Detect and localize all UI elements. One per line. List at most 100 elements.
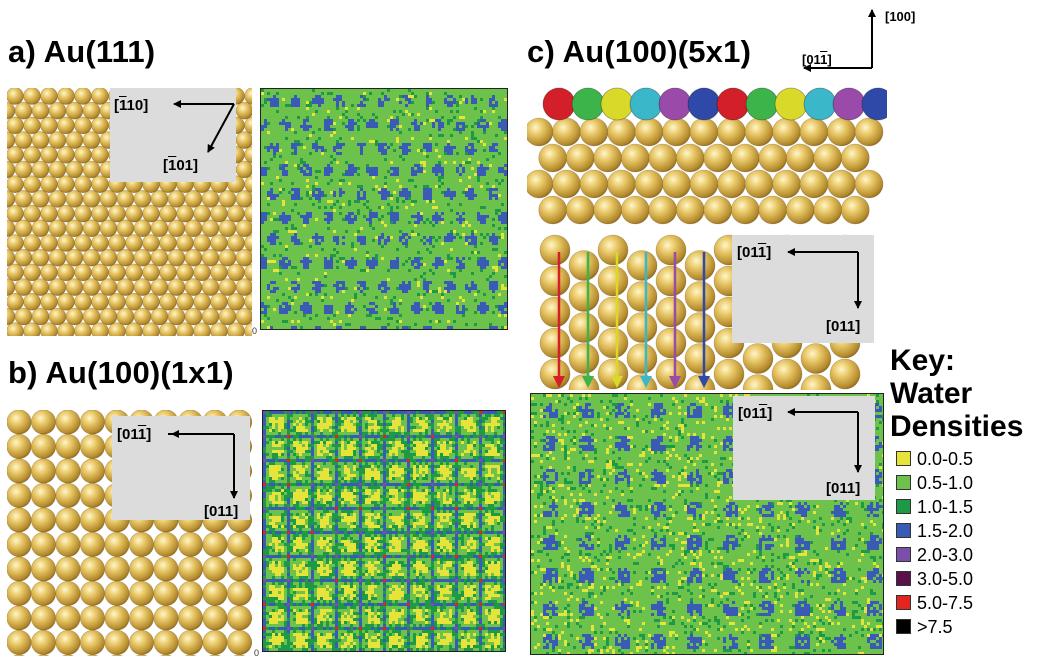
gold-atom — [80, 507, 106, 533]
gold-atom — [201, 248, 220, 267]
gold-atom — [184, 654, 197, 656]
gold-atom — [167, 190, 186, 208]
gold-atom — [104, 605, 130, 631]
gold-atom — [80, 556, 106, 582]
gold-atom — [785, 143, 815, 173]
surface-atom — [861, 87, 887, 121]
gold-atom — [689, 117, 719, 147]
gold-atom — [23, 175, 41, 193]
key-swatch — [896, 570, 911, 586]
gold-atom — [539, 358, 571, 390]
gold-atom — [675, 143, 705, 173]
gold-atom — [65, 160, 84, 179]
gold-atom — [150, 248, 169, 267]
gold-atom — [7, 507, 32, 533]
gold-atom — [7, 160, 16, 179]
gold-atom — [142, 293, 160, 311]
gold-atom — [14, 307, 33, 326]
gold-atom — [23, 146, 41, 164]
key-item-label: 1.5-2.0 — [917, 521, 973, 541]
gold-atom — [74, 116, 92, 135]
gold-atom — [717, 117, 746, 147]
gold-atom — [538, 143, 568, 173]
gold-atom — [840, 143, 870, 173]
gold-atom — [62, 654, 74, 656]
gold-atom — [7, 146, 24, 164]
au100-1x1-atom-view — [7, 410, 252, 656]
gold-atom — [65, 278, 84, 296]
gold-atom — [31, 101, 50, 120]
gold-atom — [7, 131, 16, 149]
gold-atom — [597, 296, 629, 328]
gold-atom — [7, 204, 24, 223]
gold-atom — [634, 169, 664, 199]
gold-atom — [82, 131, 101, 149]
gold-atom — [116, 190, 135, 208]
gold-atom — [233, 654, 246, 656]
gold-atom — [91, 204, 109, 223]
gold-atom — [7, 234, 24, 252]
gold-atom — [55, 556, 81, 582]
gold-atom — [193, 293, 211, 311]
gold-atom — [167, 278, 186, 296]
gold-atom — [244, 204, 252, 223]
gold-atom — [99, 190, 118, 208]
gold-atom — [597, 265, 629, 297]
surface-atom — [745, 87, 779, 121]
gold-atom — [597, 234, 629, 266]
key-item-label: 0.0-0.5 — [917, 449, 973, 469]
gold-atom — [227, 605, 252, 631]
panel-b-label: b) Au(100)(1x1) — [8, 355, 234, 391]
gold-atom — [104, 556, 130, 582]
gold-atom — [235, 278, 252, 296]
key-item-label: 0.5-1.0 — [917, 473, 973, 493]
key-item: 0.0-0.5 — [896, 449, 973, 470]
gold-atom — [55, 581, 81, 607]
gold-atom — [23, 116, 41, 135]
key-item-label: 1.0-1.5 — [917, 497, 973, 517]
gold-atom — [227, 532, 252, 557]
gold-atom — [125, 204, 143, 223]
gold-atom — [57, 175, 75, 193]
gold-atom — [655, 234, 687, 266]
gold-atom — [579, 117, 609, 147]
gold-atom — [827, 169, 856, 199]
au111-direction-arrows — [173, 100, 235, 153]
gold-atom — [80, 581, 106, 607]
gold-atom — [7, 630, 32, 655]
gold-atom — [55, 630, 81, 656]
gold-atom — [37, 654, 50, 656]
gold-atom — [210, 204, 228, 223]
gold-atom — [74, 293, 92, 311]
gold-atom — [210, 293, 228, 311]
gold-atom — [133, 307, 152, 326]
gold-atom — [14, 190, 33, 208]
gold-atom — [201, 307, 220, 326]
gold-atom — [218, 219, 237, 238]
au100-1x1-direction-arrows — [168, 430, 238, 499]
gold-atom — [116, 219, 135, 238]
gold-atom — [579, 169, 609, 199]
gold-atom — [744, 117, 774, 147]
key-swatch — [896, 498, 911, 514]
gold-atom — [82, 190, 101, 208]
gold-atom — [30, 556, 56, 582]
gold-atom — [568, 281, 600, 312]
gold-atom — [48, 248, 67, 267]
gold-atom — [538, 195, 568, 225]
key-item: 5.0-7.5 — [896, 593, 973, 614]
gold-atom — [689, 169, 719, 199]
direction-01-1-label: [011] — [117, 426, 151, 443]
gold-atom — [167, 219, 186, 238]
gold-atom — [91, 175, 109, 193]
gold-atom — [129, 532, 155, 558]
gold-atom — [565, 143, 595, 173]
gold-atom — [116, 278, 135, 296]
gold-atom — [108, 293, 126, 311]
gold-atom — [55, 483, 81, 509]
gold-atom — [65, 101, 84, 120]
gold-atom — [91, 146, 109, 164]
au100-5x1-map-direction-inset — [733, 396, 875, 500]
direction-1-10-label: [110] — [114, 97, 148, 114]
key-items: 0.0-0.5 0.5-1.0 1.0-1.5 1.5-2.0 2.0-3.0 3.0-5… — [896, 449, 1036, 659]
